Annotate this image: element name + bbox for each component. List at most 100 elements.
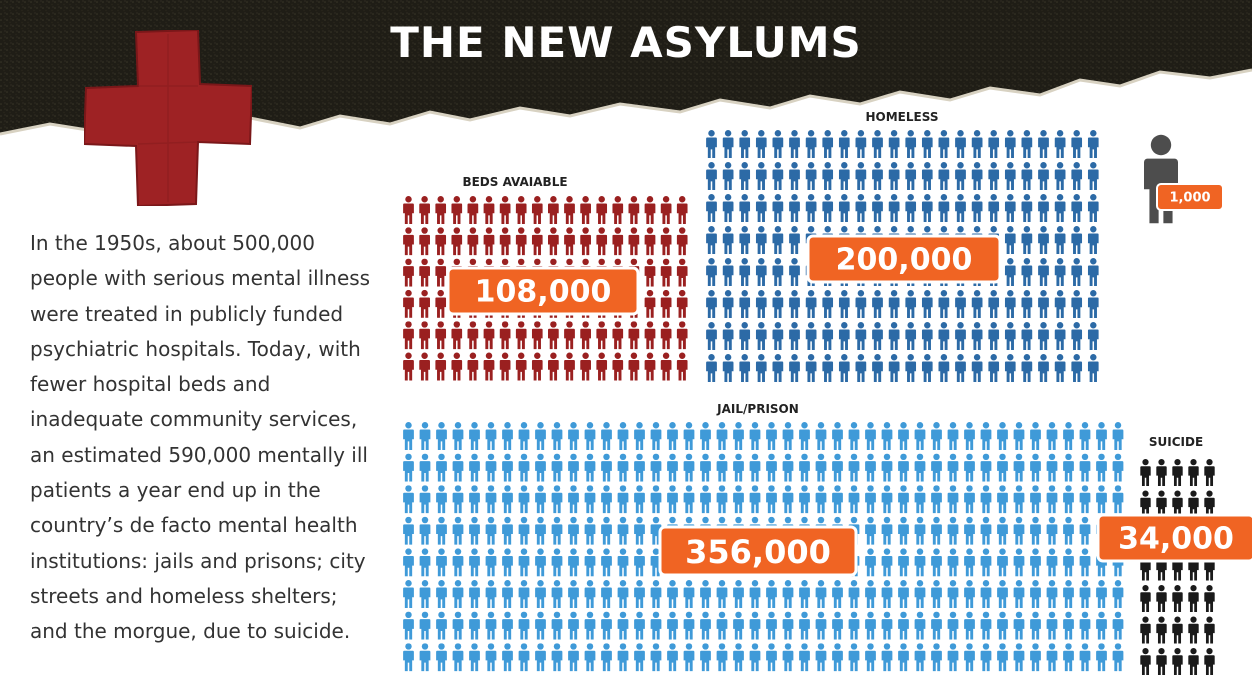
person-icon bbox=[650, 422, 662, 450]
person-icon bbox=[1063, 453, 1074, 482]
person-icon bbox=[660, 321, 672, 350]
person-icon bbox=[660, 289, 672, 318]
person-icon bbox=[1046, 453, 1058, 482]
person-icon bbox=[914, 611, 926, 640]
person-icon bbox=[1188, 459, 1199, 486]
person-icon bbox=[700, 580, 711, 608]
person-icon bbox=[782, 422, 794, 450]
person-icon bbox=[1038, 194, 1049, 222]
person-icon bbox=[612, 352, 624, 381]
person-icon bbox=[515, 321, 527, 350]
person-icon bbox=[634, 453, 645, 482]
person-icon bbox=[1156, 648, 1167, 675]
person-icon bbox=[502, 516, 513, 545]
person-icon bbox=[601, 611, 612, 640]
person-icon bbox=[1054, 354, 1066, 382]
person-icon bbox=[855, 194, 867, 222]
person-icon bbox=[848, 485, 860, 514]
person-icon bbox=[997, 516, 1008, 545]
person-icon bbox=[584, 643, 596, 672]
person-icon bbox=[955, 354, 966, 382]
person-icon bbox=[568, 453, 579, 482]
person-icon bbox=[931, 548, 942, 577]
person-icon bbox=[676, 227, 688, 256]
person-icon bbox=[1204, 585, 1215, 612]
person-icon bbox=[931, 516, 942, 545]
person-icon bbox=[706, 226, 717, 254]
person-icon bbox=[499, 227, 511, 256]
person-icon bbox=[955, 162, 966, 190]
person-icon bbox=[617, 643, 629, 672]
person-icon bbox=[535, 548, 546, 577]
person-icon bbox=[706, 354, 717, 382]
person-icon bbox=[451, 321, 463, 350]
person-icon bbox=[452, 548, 464, 577]
person-icon bbox=[667, 453, 678, 482]
person-icon bbox=[676, 196, 688, 224]
person-icon bbox=[485, 485, 497, 514]
person-icon bbox=[931, 485, 942, 514]
person-icon bbox=[755, 290, 767, 318]
person-icon bbox=[789, 226, 800, 254]
person-icon bbox=[739, 322, 751, 350]
person-icon bbox=[988, 290, 1000, 318]
person-icon bbox=[1079, 643, 1091, 672]
person-icon bbox=[535, 485, 546, 514]
person-icon bbox=[832, 611, 843, 640]
person-icon bbox=[502, 580, 513, 608]
person-icon bbox=[855, 162, 867, 190]
person-icon bbox=[467, 227, 479, 256]
person-icon bbox=[451, 227, 463, 256]
person-icon bbox=[1046, 485, 1058, 514]
value-label-homeless: 200,000 bbox=[836, 243, 973, 278]
person-icon bbox=[1087, 194, 1099, 222]
pictogram-group-beds: BEDS AVAIABLE 108,000 bbox=[403, 175, 688, 381]
person-icon bbox=[832, 643, 843, 672]
person-icon bbox=[502, 611, 513, 640]
person-icon bbox=[888, 194, 900, 222]
person-icon bbox=[766, 643, 777, 672]
person-icon bbox=[997, 611, 1008, 640]
person-icon bbox=[921, 322, 933, 350]
person-icon bbox=[1021, 322, 1033, 350]
person-icon bbox=[805, 322, 817, 350]
person-icon bbox=[733, 611, 744, 640]
person-icon bbox=[518, 453, 530, 482]
unit-badge bbox=[1156, 183, 1224, 211]
person-icon bbox=[1112, 580, 1124, 608]
person-icon bbox=[502, 453, 513, 482]
person-icon bbox=[722, 226, 734, 254]
person-icon bbox=[1063, 548, 1074, 577]
person-icon bbox=[667, 422, 678, 450]
value-badge-suicide bbox=[1096, 513, 1252, 563]
person-icon bbox=[921, 290, 933, 318]
person-icon bbox=[403, 548, 414, 577]
person-icon bbox=[1071, 290, 1083, 318]
person-icon bbox=[1038, 354, 1049, 382]
person-icon bbox=[531, 321, 543, 350]
person-icon bbox=[551, 548, 563, 577]
person-icon bbox=[483, 352, 495, 381]
person-icon bbox=[485, 611, 497, 640]
person-icon bbox=[971, 194, 983, 222]
person-icon bbox=[683, 611, 695, 640]
person-icon bbox=[1054, 226, 1066, 254]
person-icon bbox=[1071, 354, 1083, 382]
person-icon bbox=[580, 227, 591, 256]
person-icon bbox=[644, 196, 656, 224]
person-icon bbox=[722, 322, 734, 350]
person-icon bbox=[551, 453, 563, 482]
unit-legend: 1,000 bbox=[1144, 134, 1224, 224]
person-icon bbox=[898, 422, 909, 450]
person-icon bbox=[865, 643, 876, 672]
person-icon bbox=[1071, 162, 1083, 190]
person-icon bbox=[683, 485, 695, 514]
person-icon bbox=[964, 643, 975, 672]
unit-label: 1,000 bbox=[1169, 191, 1210, 206]
person-icon bbox=[872, 194, 883, 222]
person-icon bbox=[988, 194, 1000, 222]
person-icon bbox=[644, 289, 656, 318]
person-icon bbox=[1030, 548, 1041, 577]
person-icon bbox=[403, 289, 414, 318]
person-icon bbox=[1004, 194, 1016, 222]
